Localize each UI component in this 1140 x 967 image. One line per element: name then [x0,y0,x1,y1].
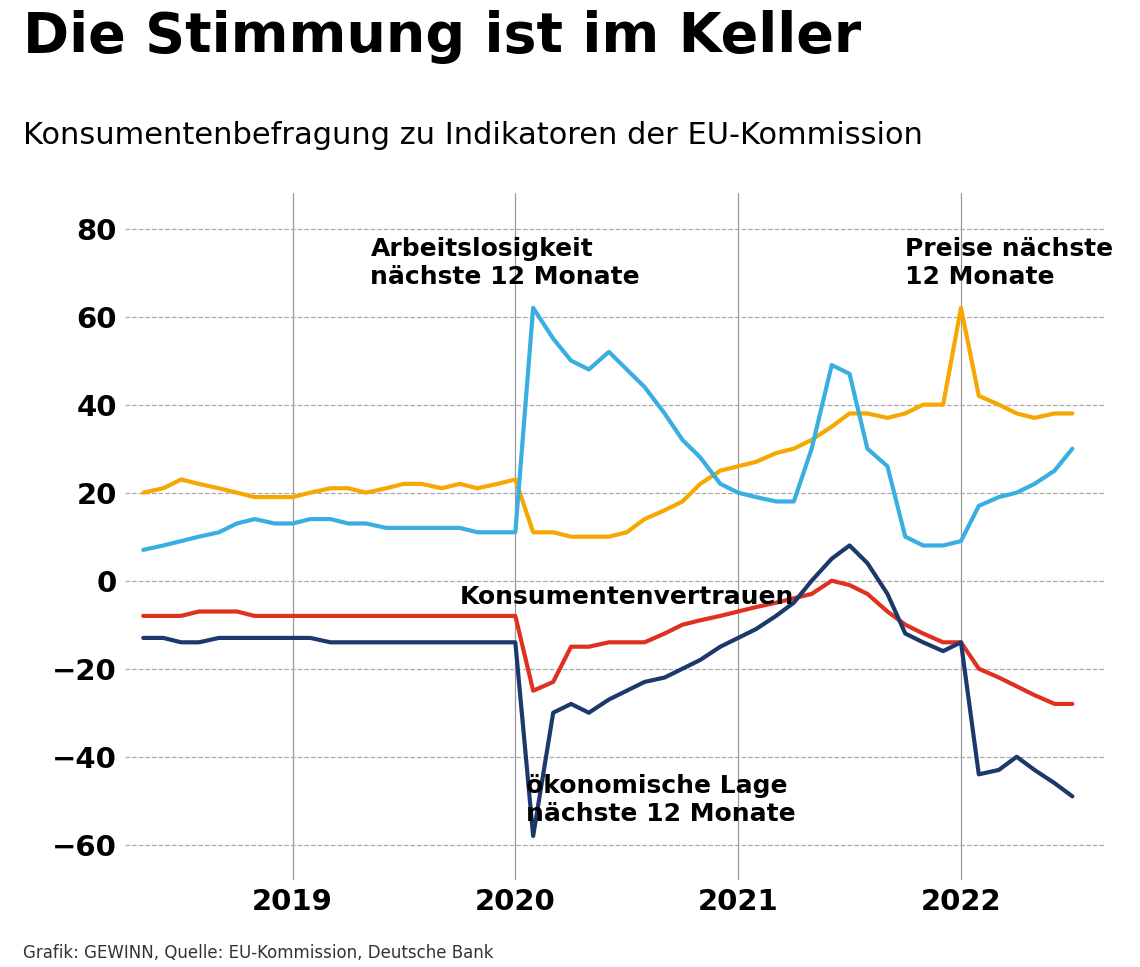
Text: Arbeitslosigkeit
nächste 12 Monate: Arbeitslosigkeit nächste 12 Monate [370,238,641,289]
Text: Konsumentenvertrauen: Konsumentenvertrauen [459,585,793,609]
Text: Konsumentenbefragung zu Indikatoren der EU-Kommission: Konsumentenbefragung zu Indikatoren der … [23,121,922,150]
Text: ökonomische Lage
nächste 12 Monate: ökonomische Lage nächste 12 Monate [527,775,796,826]
Text: Preise nächste
12 Monate: Preise nächste 12 Monate [905,238,1114,289]
Text: Grafik: GEWINN, Quelle: EU-Kommission, Deutsche Bank: Grafik: GEWINN, Quelle: EU-Kommission, D… [23,944,494,962]
Text: Die Stimmung ist im Keller: Die Stimmung ist im Keller [23,10,861,64]
